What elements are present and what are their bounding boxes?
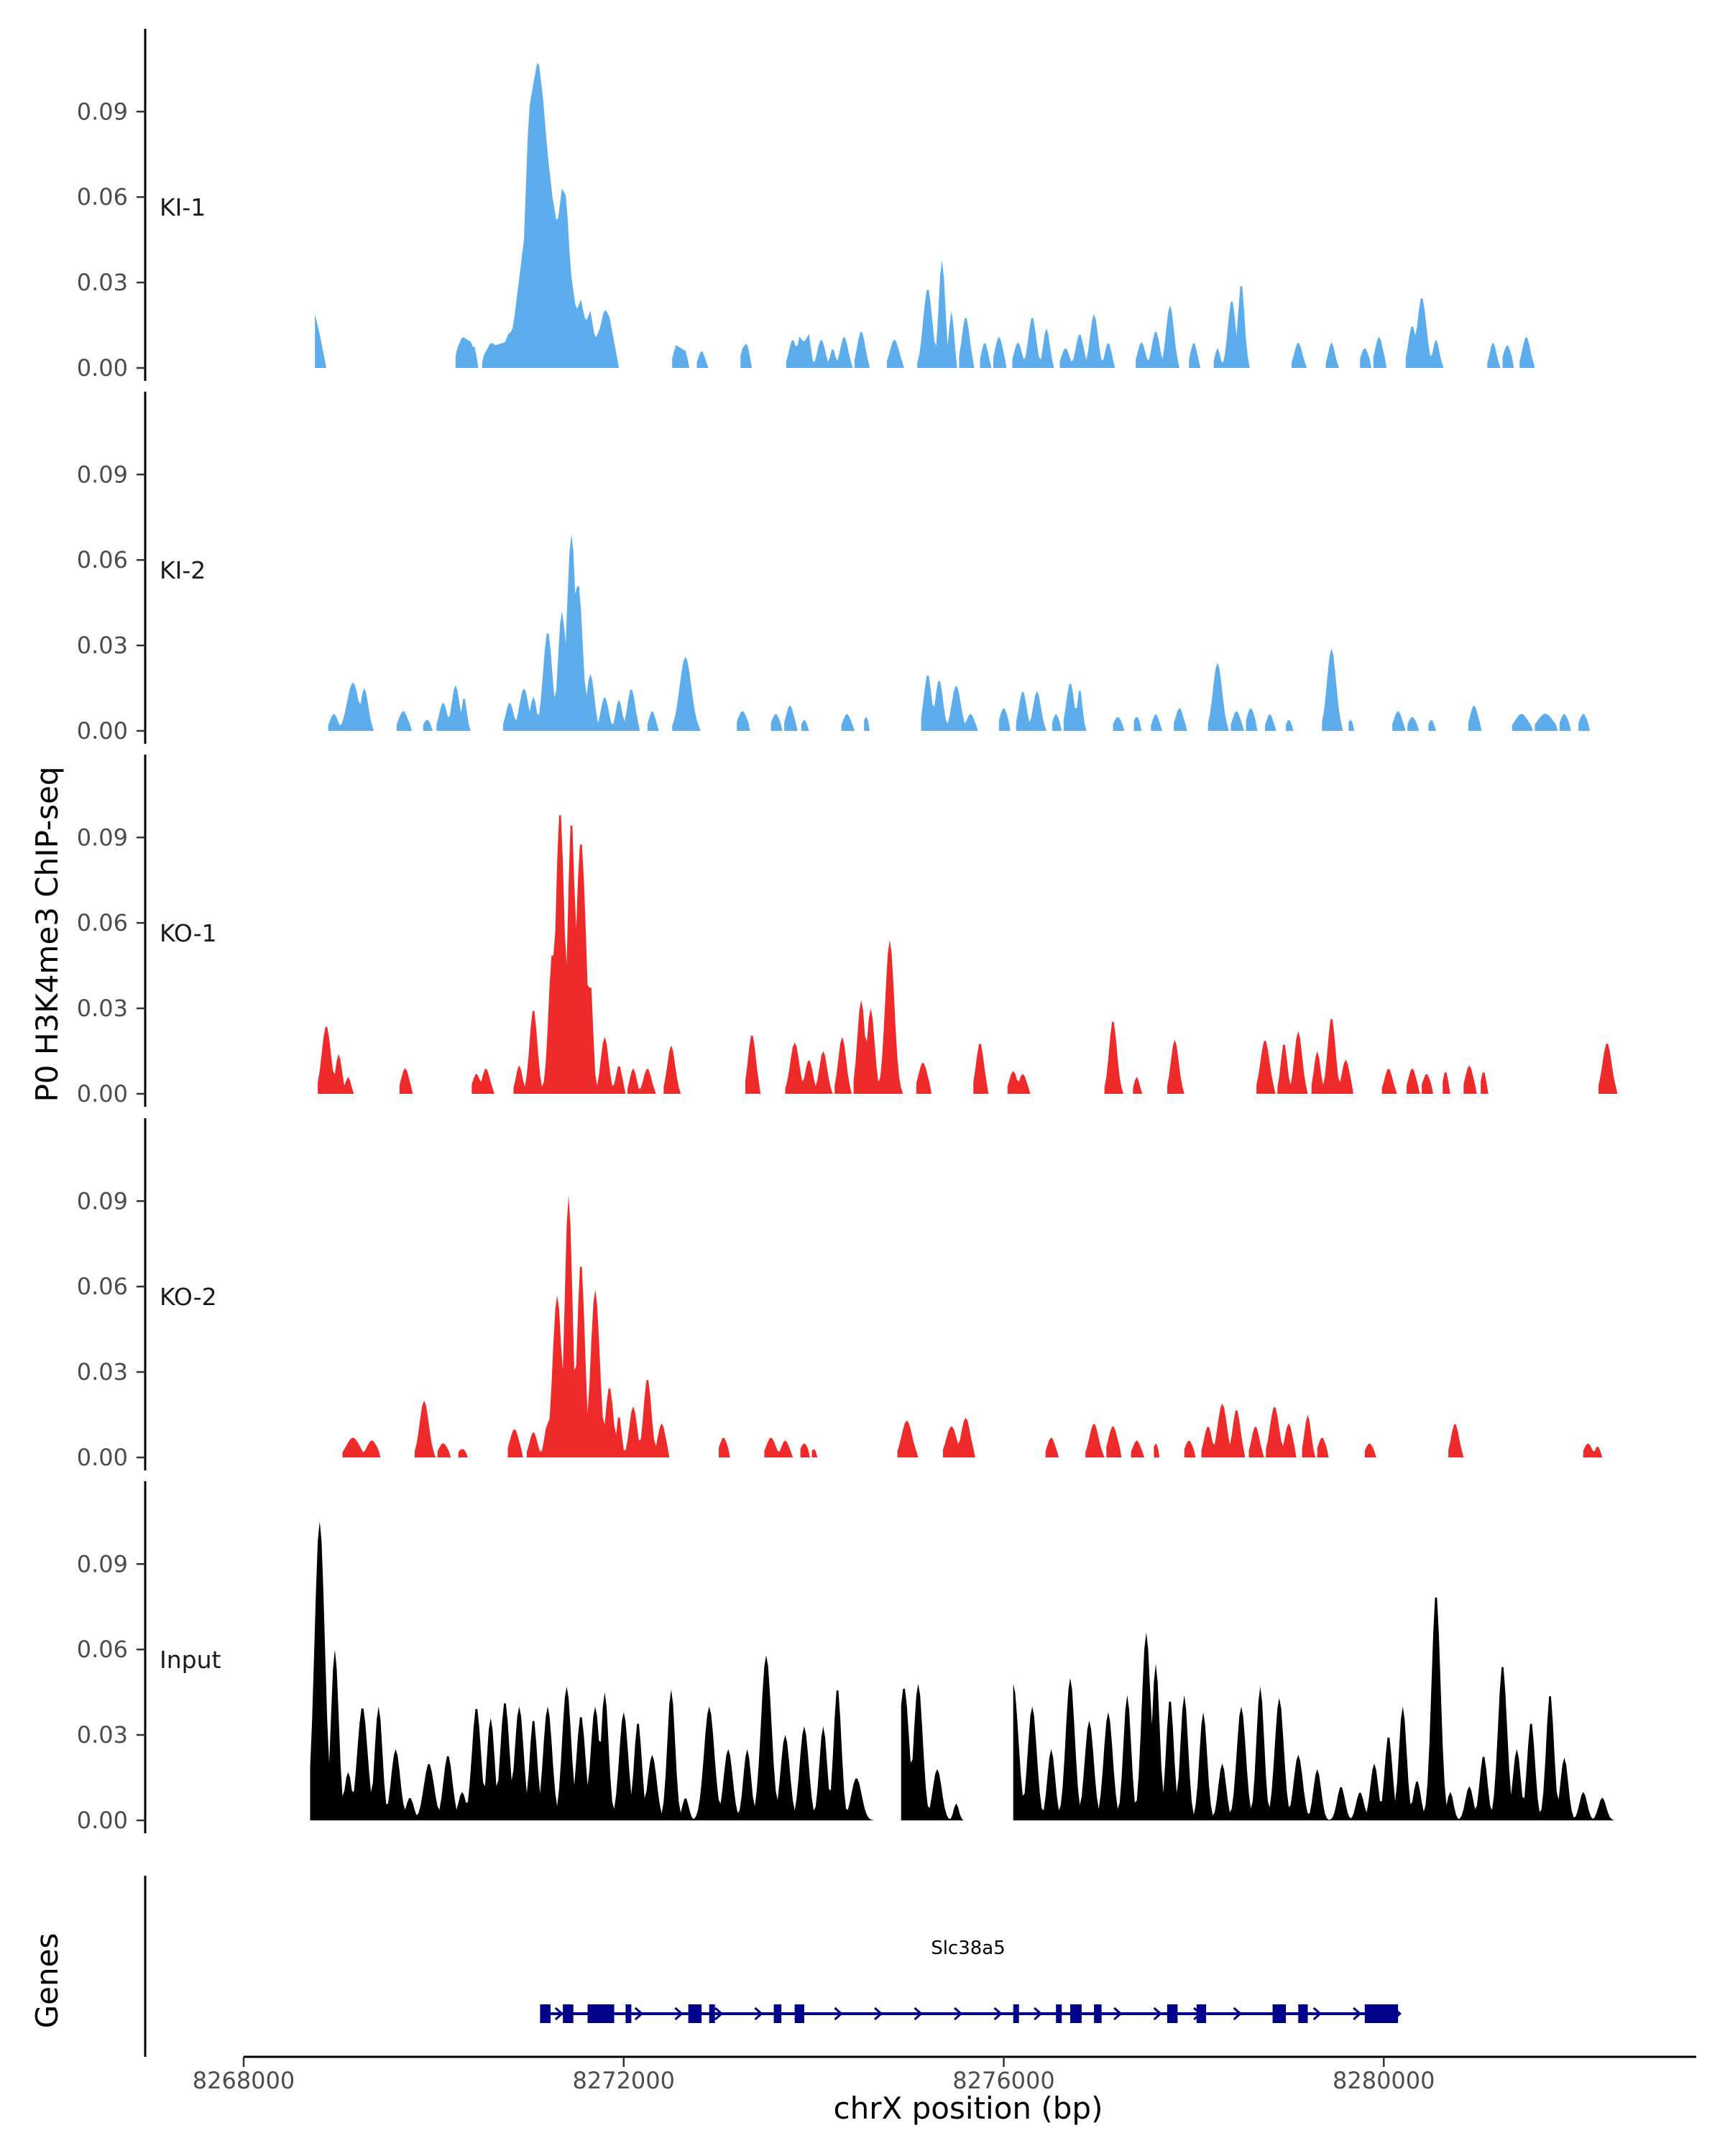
gene-exon (709, 2004, 715, 2023)
y-tick-label: 0.00 (77, 1444, 128, 1471)
strand-arrow (1312, 2007, 1322, 2021)
track-ko-2: 0.00 0.03 0.06 0.09 KO-2 (77, 1118, 1603, 1471)
y-tick-label: 0.03 (77, 269, 128, 296)
y-tick-label: 0.00 (77, 1807, 128, 1834)
strand-arrow (834, 2007, 843, 2021)
track-ki-2: 0.00 0.03 0.06 0.09 KI-2 (77, 392, 1591, 745)
strand-arrow (714, 2007, 724, 2021)
gene-exon (563, 2004, 574, 2023)
coverage-area-input (310, 1521, 1616, 1820)
x-tick-label: 8272000 (572, 2067, 675, 2094)
y-tick-label: 0.00 (77, 717, 128, 745)
y-tick-label: 0.09 (77, 98, 128, 125)
tracks-layer: 0.00 0.03 0.06 0.09 KI-1 0.00 0.03 0.06 0.09 KI-2… (77, 29, 1618, 1834)
track-label: KI-2 (160, 556, 206, 584)
track-label: Input (160, 1646, 221, 1674)
y-tick-label: 0.09 (77, 824, 128, 851)
coverage-area-ko-1 (318, 815, 1618, 1094)
gene-exon (540, 2004, 551, 2023)
track-ko-1: 0.00 0.03 0.06 0.09 KO-1 (77, 755, 1618, 1107)
track-label: KI-1 (160, 193, 206, 221)
y-tick-label: 0.09 (77, 461, 128, 488)
gene-exon (1070, 2004, 1082, 2023)
track-label: KO-1 (160, 919, 217, 947)
strand-arrow (1233, 2007, 1242, 2021)
y-tick-label: 0.06 (77, 546, 128, 573)
y-axis-title: P0 H3K4me3 ChIP-seq (29, 766, 65, 1102)
strand-arrow (874, 2007, 883, 2021)
y-tick-label: 0.06 (77, 183, 128, 211)
gene-exon (1364, 2004, 1399, 2023)
track-label: KO-2 (160, 1283, 217, 1311)
strand-arrow (1034, 2007, 1043, 2021)
track-input: 0.00 0.03 0.06 0.09 Input (77, 1481, 1616, 1834)
y-tick-label: 0.00 (77, 1080, 128, 1107)
genes-axis-title: Genes (29, 1933, 65, 2029)
strand-arrow (1153, 2007, 1162, 2021)
gene-exon (1094, 2004, 1102, 2023)
gene-exon (587, 2004, 615, 2023)
x-axis-title: chrX position (bp) (834, 2091, 1103, 2126)
y-tick-label: 0.03 (77, 1721, 128, 1749)
y-tick-label: 0.03 (77, 1358, 128, 1386)
y-tick-label: 0.09 (77, 1550, 128, 1577)
gene-exon (1298, 2004, 1308, 2023)
strand-arrow (554, 2007, 564, 2021)
gene-exon (1196, 2004, 1207, 2023)
y-tick-label: 0.06 (77, 909, 128, 936)
strand-arrow (954, 2007, 963, 2021)
gene-exon (625, 2004, 632, 2023)
x-tick-label: 8280000 (1333, 2067, 1435, 2094)
strand-arrow (674, 2007, 684, 2021)
strand-arrow (754, 2007, 763, 2021)
gene-exon (1056, 2004, 1062, 2023)
y-tick-label: 0.03 (77, 995, 128, 1022)
coverage-area-ki-1 (315, 63, 1535, 368)
gene-exon (794, 2004, 804, 2023)
gene-exon (1013, 2004, 1019, 2023)
coverage-area-ki-2 (328, 534, 1591, 731)
x-tick-label: 8268000 (193, 2067, 295, 2094)
strand-arrow (914, 2007, 923, 2021)
strand-arrow (1353, 2007, 1362, 2021)
strand-arrow (634, 2007, 644, 2021)
gene-exon (1272, 2004, 1287, 2023)
track-ki-1: 0.00 0.03 0.06 0.09 KI-1 (77, 29, 1535, 382)
x-axis: 8268000 8272000 8276000 8280000 (193, 2055, 1696, 2094)
y-tick-label: 0.00 (77, 354, 128, 382)
strand-arrow (1113, 2007, 1123, 2021)
gene-exon (773, 2004, 782, 2023)
gene-exon (1167, 2004, 1178, 2023)
coverage-area-ko-2 (342, 1195, 1603, 1457)
strand-arrow (993, 2007, 1003, 2021)
gene-track (144, 1876, 1402, 2057)
y-tick-label: 0.09 (77, 1187, 128, 1215)
y-tick-label: 0.06 (77, 1636, 128, 1663)
x-tick-label: 8276000 (952, 2067, 1055, 2094)
y-tick-label: 0.03 (77, 632, 128, 659)
gene-exon (688, 2004, 702, 2023)
y-tick-label: 0.06 (77, 1273, 128, 1300)
gene-name-label: Slc38a5 (931, 1938, 1006, 1959)
